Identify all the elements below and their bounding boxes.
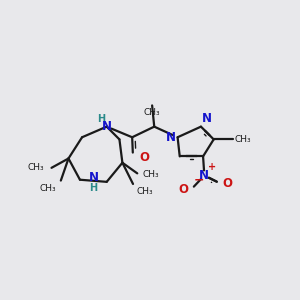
Text: CH₃: CH₃ <box>27 163 44 172</box>
Text: H: H <box>89 183 98 193</box>
Text: N: N <box>199 169 209 182</box>
Text: O: O <box>178 183 189 196</box>
Text: N: N <box>88 171 98 184</box>
Text: O: O <box>223 178 232 190</box>
Text: CH₃: CH₃ <box>39 184 56 193</box>
Text: N: N <box>202 112 212 125</box>
Text: N: N <box>166 131 176 144</box>
Text: CH₃: CH₃ <box>142 170 159 179</box>
Text: CH₃: CH₃ <box>144 107 160 116</box>
Text: −: − <box>194 173 204 186</box>
Text: +: + <box>208 162 216 172</box>
Text: O: O <box>139 151 149 164</box>
Text: CH₃: CH₃ <box>136 188 153 196</box>
Text: N: N <box>102 120 112 133</box>
Text: CH₃: CH₃ <box>235 135 251 144</box>
Text: H: H <box>97 114 105 124</box>
